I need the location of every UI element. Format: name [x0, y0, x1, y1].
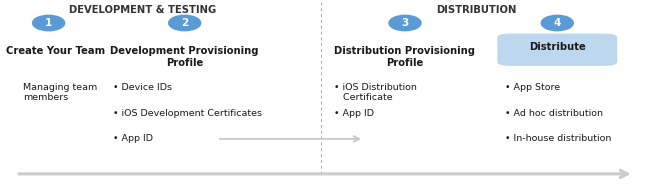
Text: • App ID: • App ID — [334, 109, 374, 118]
Text: • In-house distribution: • In-house distribution — [505, 134, 612, 143]
Text: 2: 2 — [181, 18, 189, 28]
Ellipse shape — [32, 15, 65, 31]
Text: • Ad hoc distribution: • Ad hoc distribution — [505, 109, 603, 118]
Ellipse shape — [389, 15, 421, 31]
Text: • Device IDs: • Device IDs — [113, 83, 172, 92]
Text: 3: 3 — [401, 18, 409, 28]
Text: • App ID: • App ID — [113, 134, 154, 143]
Text: • App Store: • App Store — [505, 83, 561, 92]
Text: DEVELOPMENT & TESTING: DEVELOPMENT & TESTING — [69, 5, 216, 15]
Text: • iOS Distribution
   Certificate: • iOS Distribution Certificate — [334, 83, 417, 102]
Ellipse shape — [168, 15, 201, 31]
Text: 1: 1 — [45, 18, 52, 28]
Text: Distribute: Distribute — [529, 42, 586, 52]
Text: Managing team
members: Managing team members — [23, 83, 97, 102]
Text: Distribution Provisioning
Profile: Distribution Provisioning Profile — [334, 46, 476, 68]
Text: Development Provisioning
Profile: Development Provisioning Profile — [110, 46, 259, 68]
Text: Create Your Team: Create Your Team — [6, 46, 106, 56]
Text: 4: 4 — [553, 18, 561, 28]
Text: DISTRIBUTION: DISTRIBUTION — [436, 5, 516, 15]
Ellipse shape — [541, 15, 573, 31]
Text: • iOS Development Certificates: • iOS Development Certificates — [113, 109, 262, 118]
FancyBboxPatch shape — [498, 34, 617, 66]
